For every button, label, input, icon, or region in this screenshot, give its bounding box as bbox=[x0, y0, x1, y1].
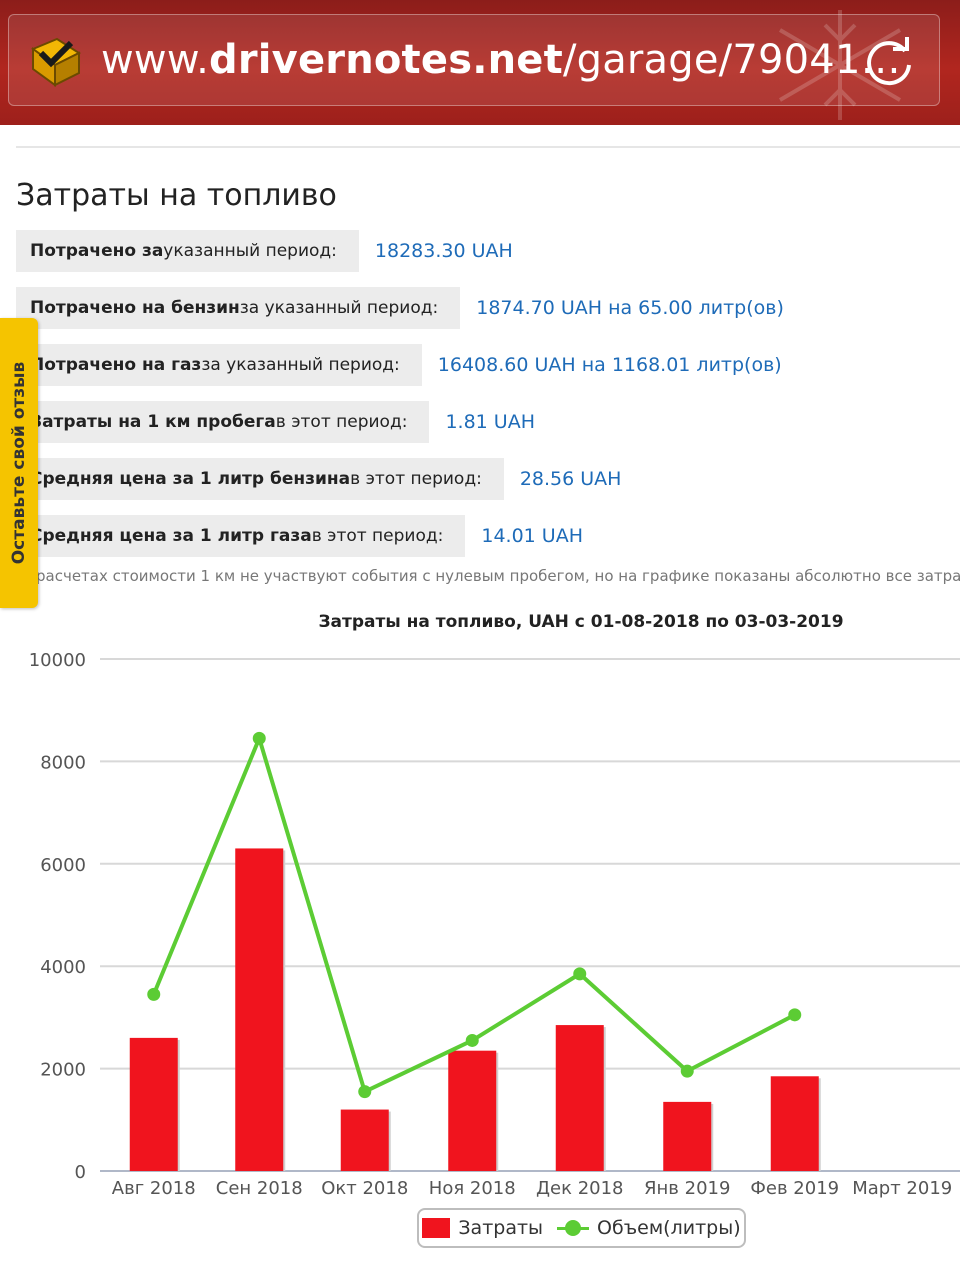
bar bbox=[770, 1076, 819, 1171]
stat-value: 14.01 UAH bbox=[481, 525, 583, 547]
y-tick-label: 10000 bbox=[29, 650, 86, 671]
x-tick-label: Янв 2019 bbox=[644, 1178, 730, 1199]
stat-value: 18283.30 UAH bbox=[374, 240, 513, 262]
line-point bbox=[252, 731, 266, 745]
y-tick-label: 0 bbox=[75, 1162, 86, 1183]
stat-value: 1.81 UAH bbox=[445, 411, 535, 433]
snowflake-decoration bbox=[778, 10, 902, 120]
bar bbox=[555, 1025, 604, 1171]
stat-row-gas-price: Средняя цена за 1 литр газа в этот перио… bbox=[16, 515, 583, 557]
stat-value: 16408.60 UAH на 1168.01 литр(ов) bbox=[437, 354, 782, 376]
stat-label: Затраты на 1 км пробега в этот период: bbox=[16, 401, 430, 443]
y-tick-label: 6000 bbox=[40, 855, 86, 876]
legend-item-volume[interactable]: Объем(литры) bbox=[557, 1217, 741, 1239]
bar bbox=[663, 1101, 712, 1171]
legend-label: Затраты bbox=[458, 1217, 544, 1239]
stat-row-total: Потрачено за указанный период: 18283.30 … bbox=[16, 230, 513, 272]
legend-item-costs[interactable]: Затраты bbox=[422, 1217, 543, 1239]
feedback-tab[interactable]: Оставьте свой отзыв bbox=[0, 318, 38, 608]
stat-row-cost-per-km: Затраты на 1 км пробега в этот период: 1… bbox=[16, 401, 535, 443]
reload-icon[interactable] bbox=[861, 35, 917, 91]
stat-label: Средняя цена за 1 литр газа в этот перио… bbox=[16, 515, 466, 557]
stat-label: Потрачено за указанный период: bbox=[16, 230, 359, 272]
line-point bbox=[358, 1085, 372, 1099]
url-text[interactable]: www.drivernotes.net/garage/79041… bbox=[101, 37, 901, 83]
y-tick-label: 8000 bbox=[40, 752, 86, 773]
fuel-cost-chart: 0 2000 4000 6000 8000 10000 Авг 2018 Сен 2018 Ок… bbox=[29, 650, 960, 1199]
calculation-note: расчетах стоимости 1 км не участвуют соб… bbox=[36, 567, 960, 585]
page-title: Затраты на топливо bbox=[16, 178, 337, 213]
y-tick-label: 4000 bbox=[40, 957, 86, 978]
feedback-tab-label: Оставьте свой отзыв bbox=[9, 361, 29, 565]
line-point bbox=[465, 1033, 479, 1047]
x-tick-label: Фев 2019 bbox=[750, 1178, 839, 1199]
chart-title: Затраты на топливо, UAH с 01-08-2018 по … bbox=[318, 612, 844, 632]
stat-value: 1874.70 UAH на 65.00 литр(ов) bbox=[476, 297, 784, 319]
legend-line-swatch bbox=[557, 1218, 590, 1238]
x-tick-label: Окт 2018 bbox=[321, 1178, 408, 1199]
x-tick-label: Авг 2018 bbox=[112, 1178, 196, 1199]
site-favicon-icon bbox=[30, 37, 82, 87]
stat-value: 28.56 UAH bbox=[519, 468, 622, 490]
chart-legend: Затраты Объем(литры) bbox=[417, 1208, 746, 1248]
bar bbox=[340, 1109, 389, 1171]
stat-row-petrol: Потрачено на бензин за указанный период:… bbox=[16, 287, 784, 329]
browser-toolbar: www.drivernotes.net/garage/79041… bbox=[0, 0, 960, 125]
x-tick-label: Сен 2018 bbox=[216, 1178, 303, 1199]
line-point bbox=[147, 987, 161, 1001]
line-point bbox=[573, 967, 587, 981]
line-point bbox=[788, 1008, 802, 1022]
bar bbox=[129, 1037, 178, 1171]
address-bar[interactable]: www.drivernotes.net/garage/79041… bbox=[8, 14, 940, 106]
legend-label: Объем(литры) bbox=[597, 1217, 741, 1239]
bar bbox=[235, 848, 284, 1171]
stat-row-gas: Потрачено на газ за указанный период: 16… bbox=[16, 344, 782, 386]
stat-label: Средняя цена за 1 литр бензина в этот пе… bbox=[16, 458, 504, 500]
bar bbox=[448, 1050, 497, 1171]
divider bbox=[16, 146, 960, 148]
x-tick-label: Март 2019 bbox=[852, 1178, 952, 1199]
line-point bbox=[680, 1064, 694, 1078]
stat-row-petrol-price: Средняя цена за 1 литр бензина в этот пе… bbox=[16, 458, 621, 500]
stat-label: Потрачено на бензин за указанный период: bbox=[16, 287, 461, 329]
stat-label: Потрачено на газ за указанный период: bbox=[16, 344, 422, 386]
y-tick-label: 2000 bbox=[40, 1060, 86, 1081]
legend-bar-swatch bbox=[422, 1218, 451, 1238]
x-tick-label: Дек 2018 bbox=[536, 1178, 624, 1199]
x-tick-label: Ноя 2018 bbox=[429, 1178, 516, 1199]
